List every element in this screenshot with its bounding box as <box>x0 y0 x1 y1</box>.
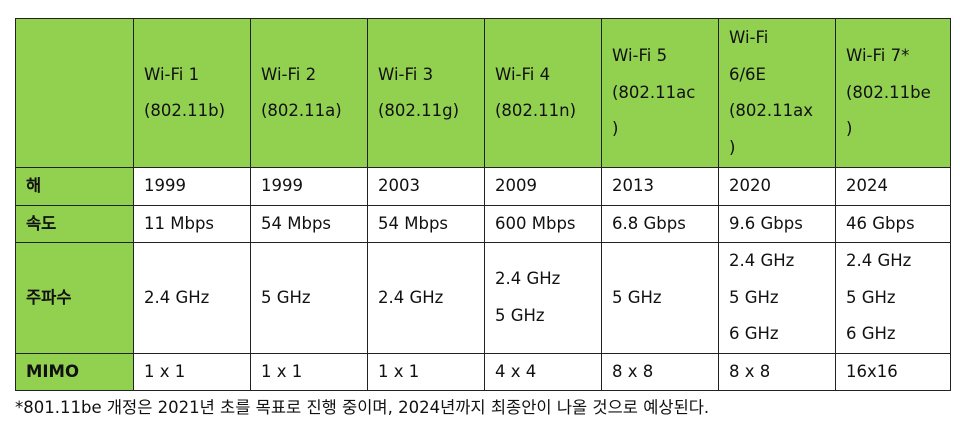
table-cell: 1 x 1 <box>250 352 368 391</box>
row-label: 주파수 <box>15 242 134 354</box>
table-cell: 11 Mbps <box>133 204 251 243</box>
table-row-year: 해 1999 1999 2003 2009 2013 2020 2024 <box>15 167 951 206</box>
header-row: Wi-Fi 1 (802.11b) Wi-Fi 2 (802.11a) Wi-F… <box>15 18 951 168</box>
footnote: *801.11be 개정은 2021년 초를 목표로 진행 중이며, 2024년… <box>15 398 710 417</box>
table-cell: 2.4 GHz <box>367 242 485 354</box>
row-label: 해 <box>15 167 134 206</box>
table-cell: 54 Mbps <box>250 204 368 243</box>
row-label: 속도 <box>15 204 134 243</box>
table-cell: 2013 <box>601 167 719 206</box>
table-cell: 5 GHz <box>250 242 368 354</box>
table-cell: 2.4 GHz 5 GHz <box>484 242 602 354</box>
table-cell: 1999 <box>133 167 251 206</box>
header-wifi-6: Wi-Fi 6/6E (802.11ax ) <box>718 18 836 168</box>
row-label: MIMO <box>15 352 134 391</box>
table-cell: 2.4 GHz 5 GHz 6 GHz <box>718 242 836 354</box>
table-row-frequency: 주파수 2.4 GHz 5 GHz 2.4 GHz 2.4 GHz 5 GHz … <box>15 242 951 354</box>
table-cell: 1999 <box>250 167 368 206</box>
header-wifi-4: Wi-Fi 4 (802.11n) <box>484 18 602 168</box>
table-cell: 4 x 4 <box>484 352 602 391</box>
table-cell: 8 x 8 <box>718 352 836 391</box>
table-cell: 5 GHz <box>601 242 719 354</box>
table-cell: 2024 <box>835 167 951 206</box>
table-cell: 600 Mbps <box>484 204 602 243</box>
header-wifi-1: Wi-Fi 1 (802.11b) <box>133 18 251 168</box>
table-cell: 2003 <box>367 167 485 206</box>
table-cell: 1 x 1 <box>367 352 485 391</box>
table-cell: 46 Gbps <box>835 204 951 243</box>
header-wifi-5: Wi-Fi 5 (802.11ac ) <box>601 18 719 168</box>
header-wifi-3: Wi-Fi 3 (802.11g) <box>367 18 485 168</box>
table-cell: 54 Mbps <box>367 204 485 243</box>
table-cell: 2.4 GHz <box>133 242 251 354</box>
table-cell: 9.6 Gbps <box>718 204 836 243</box>
table-cell: 2.4 GHz 5 GHz 6 GHz <box>835 242 951 354</box>
table-cell: 6.8 Gbps <box>601 204 719 243</box>
table-row-speed: 속도 11 Mbps 54 Mbps 54 Mbps 600 Mbps 6.8 … <box>15 204 951 243</box>
table-row-mimo: MIMO 1 x 1 1 x 1 1 x 1 4 x 4 8 x 8 8 x 8… <box>15 352 951 391</box>
header-wifi-7: Wi-Fi 7* (802.11be ) <box>835 18 951 168</box>
table-cell: 1 x 1 <box>133 352 251 391</box>
table-cell: 16x16 <box>835 352 951 391</box>
header-wifi-2: Wi-Fi 2 (802.11a) <box>250 18 368 168</box>
wifi-comparison-table: Wi-Fi 1 (802.11b) Wi-Fi 2 (802.11a) Wi-F… <box>15 18 951 391</box>
corner-cell <box>15 18 134 168</box>
table-cell: 2020 <box>718 167 836 206</box>
table-cell: 2009 <box>484 167 602 206</box>
table-cell: 8 x 8 <box>601 352 719 391</box>
